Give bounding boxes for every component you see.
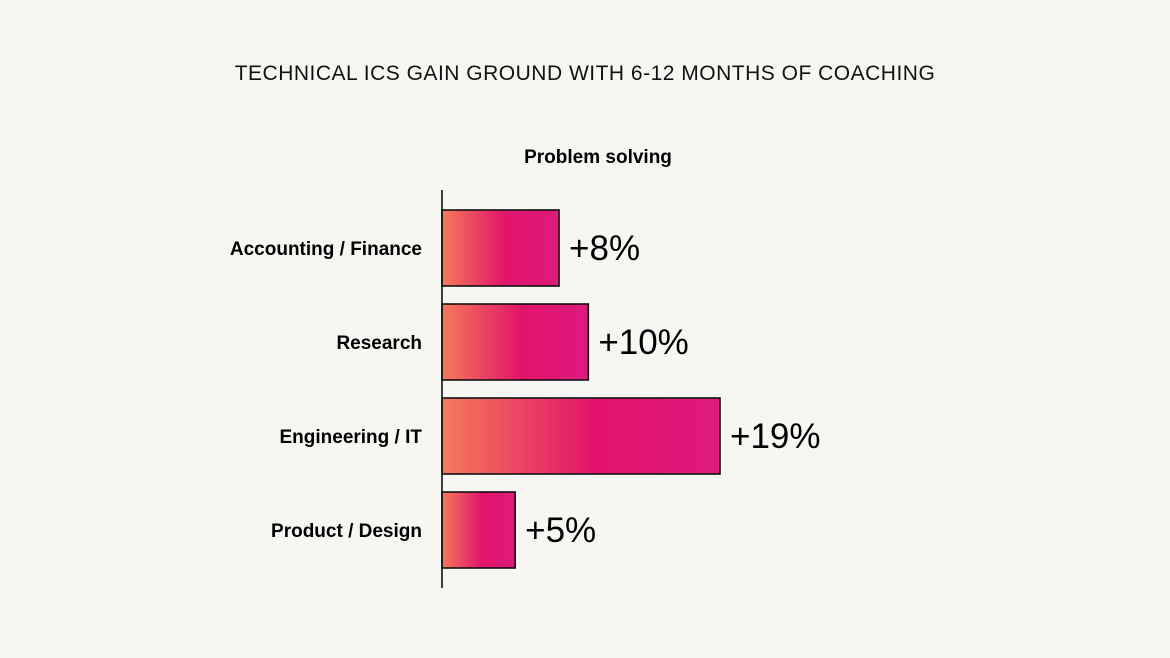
bars-group: Accounting / Finance +8% Research +10% Engin…	[230, 209, 821, 569]
category-label-1: Research	[336, 333, 422, 354]
bar-1	[441, 303, 590, 381]
category-label-0: Accounting / Finance	[230, 239, 422, 260]
chart-title: TECHNICAL ICS GAIN GROUND WITH 6-12 MONT…	[234, 62, 936, 85]
bar-2	[441, 397, 721, 475]
category-label-2: Engineering / IT	[279, 427, 422, 448]
value-label-3: +5%	[525, 511, 596, 550]
bar-0	[441, 209, 560, 287]
value-label-0: +8%	[569, 229, 640, 268]
bar-3	[441, 491, 516, 569]
value-label-2: +19%	[730, 417, 821, 456]
chart-subtitle: Problem solving	[524, 147, 672, 168]
value-label-1: +10%	[598, 323, 689, 362]
category-label-3: Product / Design	[271, 521, 422, 542]
